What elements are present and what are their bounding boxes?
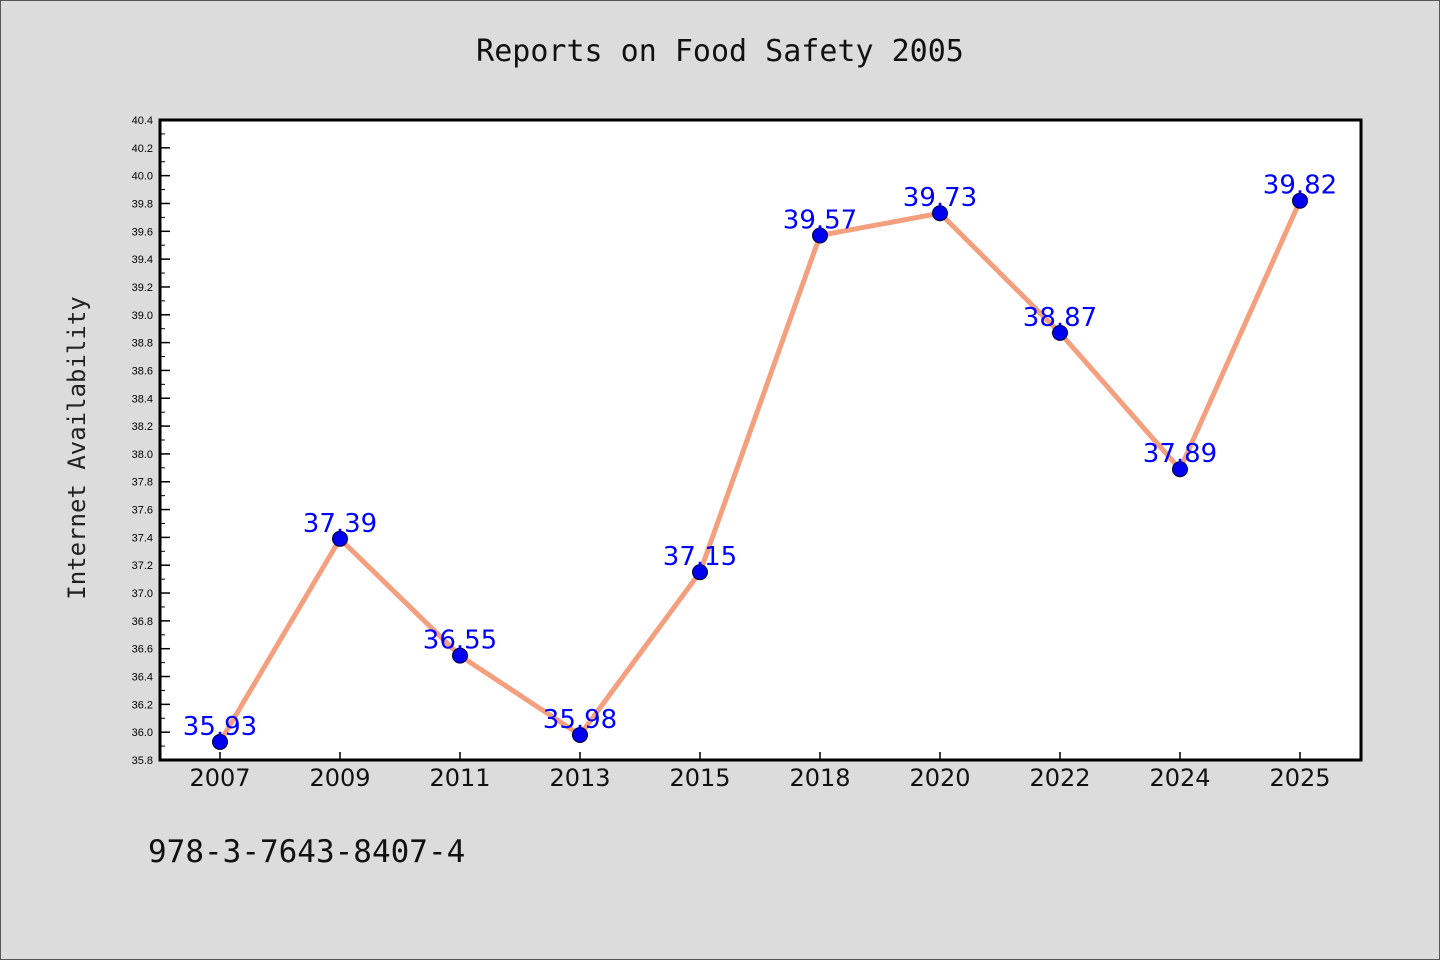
- y-tick-label: 39.6: [132, 226, 153, 238]
- y-tick-label: 40.2: [132, 143, 153, 155]
- data-label: 37.39: [303, 509, 377, 539]
- y-tick-label: 38.6: [132, 365, 153, 377]
- data-label: 38.87: [1023, 303, 1097, 333]
- chart-title: Reports on Food Safety 2005: [476, 34, 964, 69]
- data-label: 39.73: [903, 183, 977, 213]
- data-point: [1292, 192, 1308, 209]
- data-markers: [212, 192, 1308, 750]
- y-tick-label: 37.0: [132, 588, 153, 600]
- data-point: [572, 726, 588, 743]
- y-tick-label: 36.6: [132, 644, 153, 656]
- x-tick-label: 2011: [429, 764, 490, 792]
- y-tick-label: 39.8: [132, 198, 153, 210]
- y-tick-label: 38.4: [132, 393, 153, 405]
- data-label: 39.82: [1263, 171, 1337, 201]
- x-tick-label: 2020: [909, 764, 970, 792]
- y-tick-label: 39.4: [132, 254, 153, 266]
- y-tick-label: 37.6: [132, 505, 153, 517]
- data-labels: 35.93 37.39 36.55 35.98 37.15 39.57 39.73 38.87…: [183, 171, 1337, 742]
- y-tick-label: 37.4: [132, 532, 153, 544]
- data-point: [1052, 324, 1068, 341]
- y-tick-label: 37.2: [132, 560, 153, 572]
- data-point: [932, 205, 948, 222]
- x-tick-label: 2024: [1149, 764, 1210, 792]
- data-label: 35.93: [183, 712, 257, 742]
- y-tick-label: 35.8: [132, 755, 153, 767]
- y-tick-label: 36.8: [132, 616, 153, 628]
- x-tick-label: 2018: [789, 764, 850, 792]
- y-tick-label: 40.0: [132, 171, 153, 183]
- y-tick-label: 39.0: [132, 310, 153, 322]
- data-point: [332, 530, 348, 547]
- y-tick-label: 39.2: [132, 282, 153, 294]
- y-tick-label: 38.8: [132, 338, 153, 350]
- data-point: [212, 733, 228, 750]
- data-label: 37.89: [1143, 439, 1217, 469]
- y-tick-label: 36.2: [132, 699, 153, 711]
- plot-area: [158, 118, 1363, 762]
- x-tick-label: 2007: [189, 764, 250, 792]
- x-tick-label: 2025: [1269, 764, 1330, 792]
- x-tick-label: 2022: [1029, 764, 1090, 792]
- x-tick-label: 2013: [549, 764, 610, 792]
- isbn-code: 978-3-7643-8407-4: [148, 834, 466, 870]
- series-line: [217, 199, 1303, 744]
- data-label: 37.15: [663, 542, 737, 572]
- y-tick-label: 40.4: [132, 115, 153, 127]
- x-tick-label: 2009: [309, 764, 370, 792]
- y-tick-label: 36.4: [132, 672, 153, 684]
- data-label: 39.57: [783, 205, 857, 235]
- data-point: [452, 647, 468, 664]
- y-axis: 35.8 36.0 36.2 36.4 36.6 36.8 37.0 37.2 37.4 37.6…: [132, 115, 170, 767]
- data-point: [1172, 461, 1188, 478]
- y-tick-label: 38.2: [132, 421, 153, 433]
- data-point: [812, 227, 828, 244]
- x-axis: 2007 2009 2011 2013 2015 2018 2020 2022 2024 2025: [189, 752, 1331, 792]
- data-label: 35.98: [543, 705, 617, 735]
- y-tick-label: 37.8: [132, 477, 153, 489]
- y-tick-label: 38.0: [132, 449, 153, 461]
- y-tick-label: 36.0: [132, 727, 153, 739]
- data-point: [692, 564, 708, 581]
- x-tick-label: 2015: [669, 764, 730, 792]
- data-label: 36.55: [423, 626, 497, 656]
